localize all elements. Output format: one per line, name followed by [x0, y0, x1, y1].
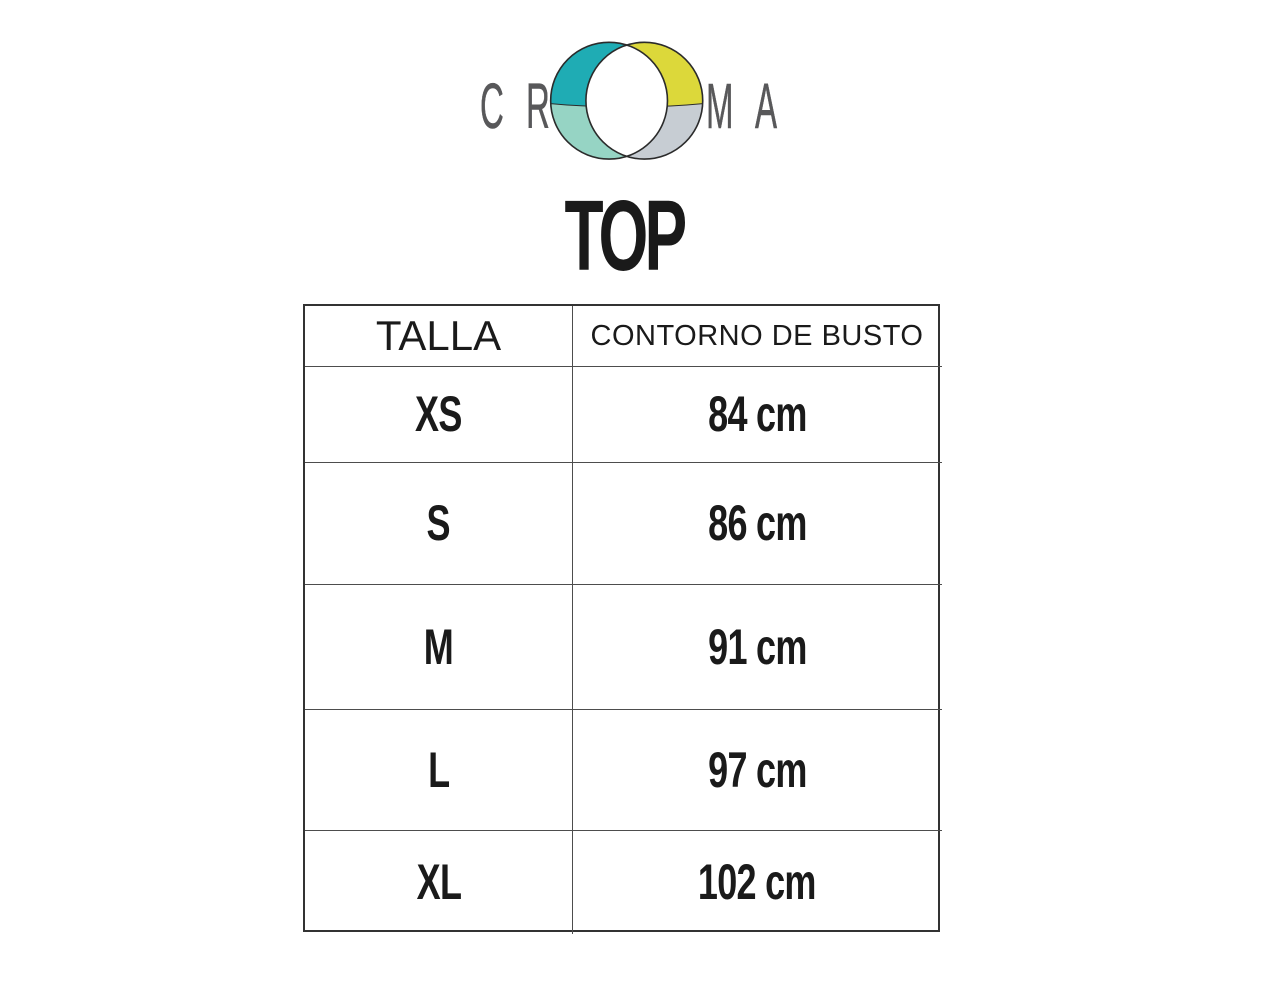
svg-text:C: C — [480, 70, 504, 142]
svg-text:A: A — [755, 70, 777, 142]
